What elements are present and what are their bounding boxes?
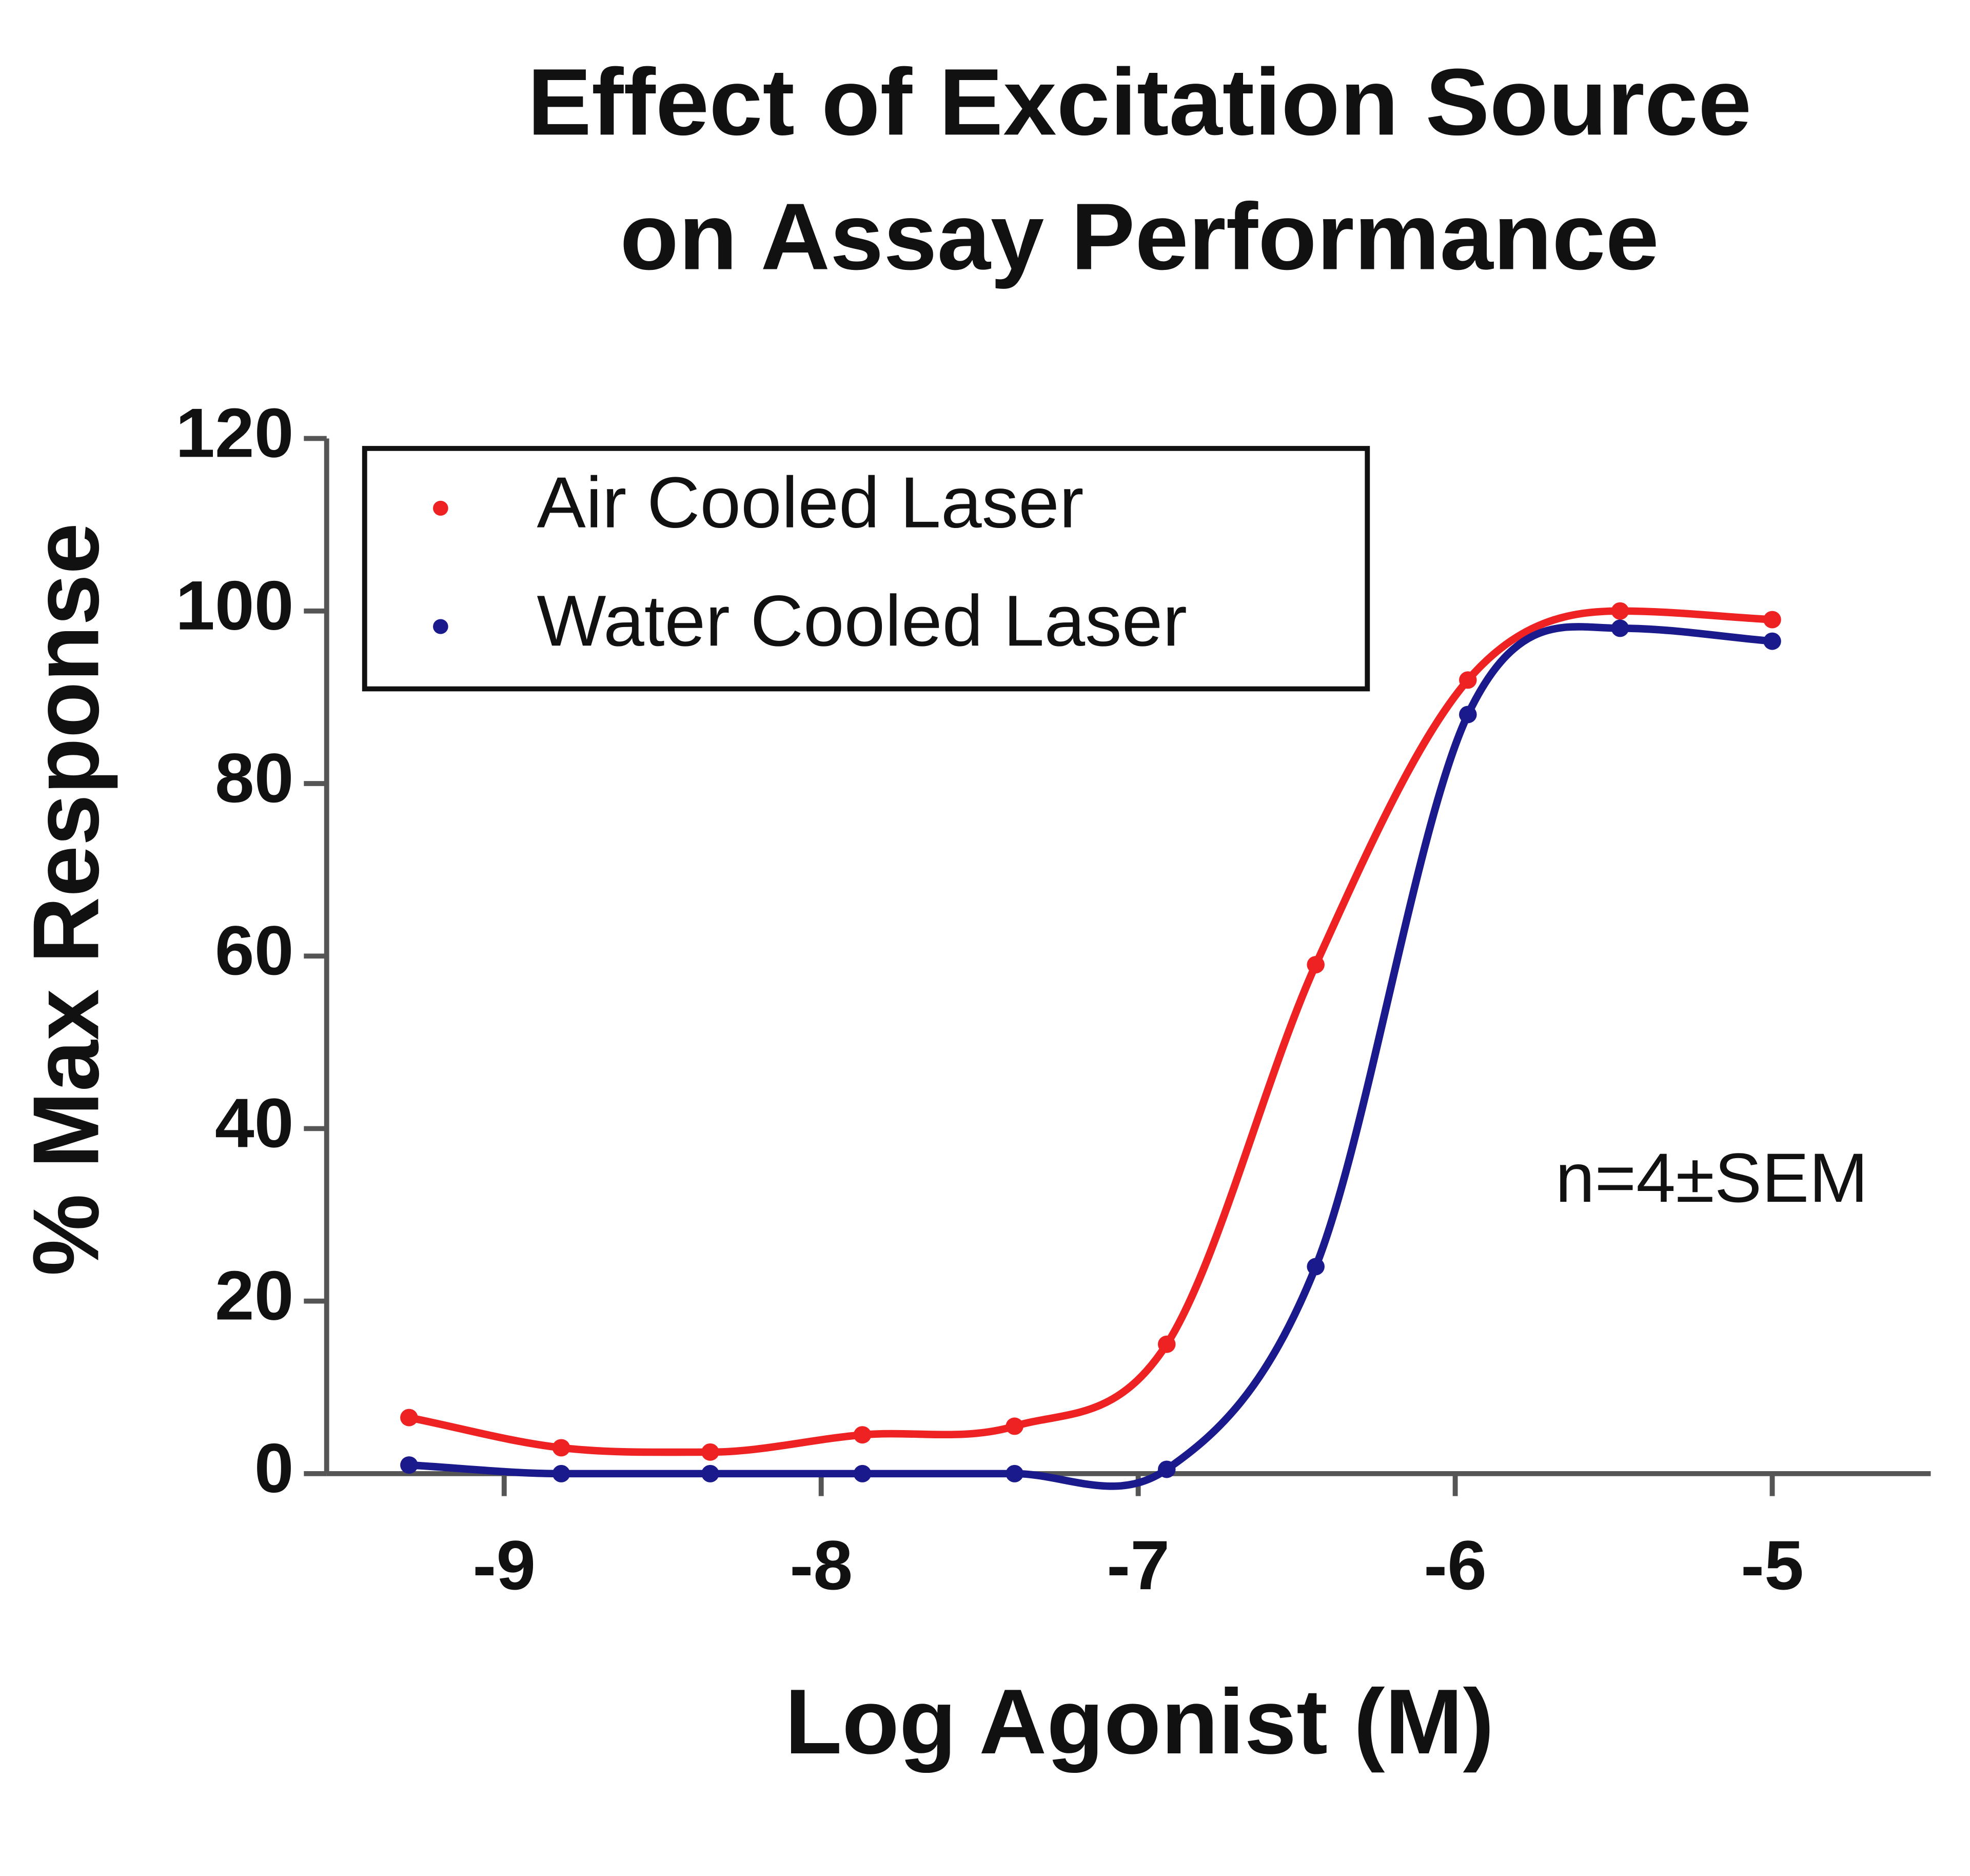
y-tick-label: 0 <box>254 1430 294 1508</box>
data-point <box>1157 1460 1176 1478</box>
data-point <box>1611 619 1629 637</box>
data-point <box>400 1456 418 1474</box>
data-point <box>1006 1464 1023 1482</box>
y-tick-label: 40 <box>215 1084 294 1162</box>
y-axis-title: % Max Response <box>14 523 119 1276</box>
x-tick-label: -7 <box>1107 1527 1170 1605</box>
data-point <box>1611 602 1629 620</box>
chart-title: on Assay Performance <box>620 184 1659 289</box>
y-tick-label: 20 <box>215 1257 294 1335</box>
legend-box <box>362 446 1370 692</box>
legend-marker <box>433 619 448 634</box>
data-point <box>1157 1335 1176 1353</box>
x-tick-label: -6 <box>1424 1527 1487 1605</box>
data-point <box>853 1426 872 1444</box>
annotation: n=4±SEM <box>1555 1139 1868 1217</box>
data-point <box>400 1409 418 1426</box>
data-point <box>552 1439 570 1457</box>
legend-marker <box>433 500 448 516</box>
data-point <box>1763 632 1781 650</box>
y-tick-label: 120 <box>175 394 294 472</box>
data-point <box>701 1443 719 1461</box>
data-point <box>552 1464 570 1482</box>
data-point <box>1006 1417 1023 1435</box>
legend-label: Air Cooled Laser <box>537 462 1084 543</box>
data-point <box>1459 671 1477 689</box>
x-tick-label: -8 <box>790 1527 853 1605</box>
series-line <box>408 623 1773 1490</box>
data-point <box>1307 956 1325 974</box>
x-tick-label: -5 <box>1741 1527 1804 1605</box>
y-tick-label: 60 <box>215 912 294 990</box>
chart-title: Effect of Excitation Source <box>527 50 1751 155</box>
data-point <box>1459 706 1477 724</box>
y-tick-label: 80 <box>215 739 294 817</box>
legend-label: Water Cooled Laser <box>537 580 1187 661</box>
data-point <box>853 1464 872 1482</box>
x-tick-label: -9 <box>472 1527 536 1605</box>
data-point <box>701 1464 719 1482</box>
data-point <box>1307 1258 1325 1276</box>
y-tick-label: 100 <box>175 567 294 645</box>
data-point <box>1763 611 1781 629</box>
x-axis-title: Log Agonist (M) <box>785 1670 1494 1773</box>
series-line <box>408 607 1772 1456</box>
